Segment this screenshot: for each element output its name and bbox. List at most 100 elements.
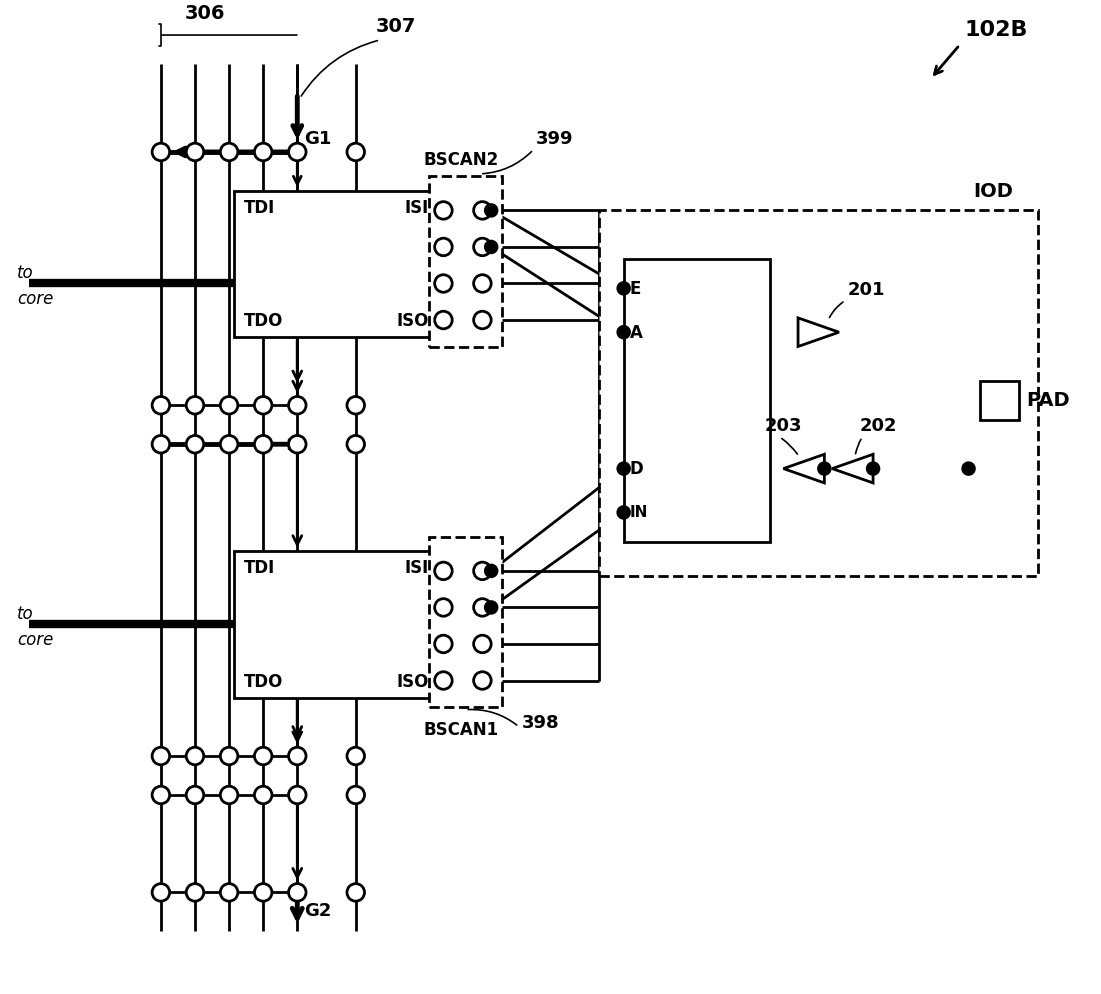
Circle shape (288, 747, 306, 765)
Circle shape (435, 635, 453, 653)
Circle shape (618, 327, 630, 338)
Bar (428, 177, 502, 347)
Circle shape (435, 598, 453, 616)
Text: BSCAN1: BSCAN1 (424, 721, 499, 740)
Circle shape (152, 397, 170, 414)
Circle shape (473, 239, 491, 256)
Circle shape (254, 397, 272, 414)
Circle shape (254, 143, 272, 161)
Circle shape (152, 884, 170, 902)
Circle shape (254, 786, 272, 804)
Circle shape (186, 786, 204, 804)
Circle shape (186, 747, 204, 765)
Circle shape (220, 884, 238, 902)
Circle shape (288, 397, 306, 414)
Circle shape (486, 601, 497, 613)
Circle shape (473, 275, 491, 292)
Circle shape (186, 435, 204, 453)
Circle shape (254, 884, 272, 902)
Circle shape (618, 283, 630, 294)
Bar (233, 191, 438, 337)
Circle shape (220, 435, 238, 453)
Circle shape (473, 635, 491, 653)
Text: 102B: 102B (964, 21, 1028, 41)
Circle shape (435, 672, 453, 690)
Bar (623, 259, 770, 542)
Circle shape (220, 747, 238, 765)
Text: A: A (630, 323, 642, 342)
Circle shape (868, 463, 879, 475)
Circle shape (435, 275, 453, 292)
Text: ISO: ISO (396, 672, 428, 691)
Text: PAD: PAD (1026, 392, 1069, 411)
Circle shape (486, 205, 497, 217)
Text: 202: 202 (860, 416, 897, 434)
Text: BSCAN2: BSCAN2 (424, 151, 499, 169)
Text: to: to (18, 604, 34, 622)
Circle shape (288, 143, 306, 161)
Circle shape (473, 202, 491, 220)
Text: 203: 203 (765, 416, 803, 434)
Circle shape (435, 202, 453, 220)
Circle shape (288, 435, 306, 453)
Text: TDO: TDO (243, 312, 283, 330)
Circle shape (486, 242, 497, 253)
Circle shape (186, 143, 204, 161)
Circle shape (618, 507, 630, 519)
Text: ISI: ISI (404, 559, 428, 577)
Circle shape (288, 786, 306, 804)
Circle shape (186, 884, 204, 902)
Circle shape (254, 747, 272, 765)
Circle shape (152, 435, 170, 453)
Text: E: E (630, 279, 641, 297)
Circle shape (288, 884, 306, 902)
Circle shape (473, 311, 491, 329)
Text: TDI: TDI (243, 559, 275, 577)
Text: IN: IN (630, 505, 647, 520)
Text: 307: 307 (375, 17, 415, 36)
Text: core: core (18, 631, 54, 649)
Text: to: to (18, 263, 34, 281)
Text: ISI: ISI (404, 199, 428, 217)
Circle shape (486, 566, 497, 577)
Circle shape (347, 786, 364, 804)
Text: 398: 398 (521, 714, 559, 732)
Circle shape (152, 786, 170, 804)
Circle shape (473, 598, 491, 616)
Text: TDI: TDI (243, 199, 275, 217)
Text: 399: 399 (536, 129, 574, 147)
Circle shape (347, 747, 364, 765)
Circle shape (152, 747, 170, 765)
Text: 201: 201 (848, 280, 885, 298)
Circle shape (220, 143, 238, 161)
Circle shape (473, 672, 491, 690)
Circle shape (347, 397, 364, 414)
Circle shape (152, 143, 170, 161)
Bar (599, 211, 1037, 576)
Circle shape (618, 463, 630, 475)
Circle shape (473, 563, 491, 580)
Circle shape (435, 311, 453, 329)
Circle shape (962, 463, 974, 475)
Text: G2: G2 (305, 902, 331, 919)
Circle shape (435, 563, 453, 580)
Text: TDO: TDO (243, 672, 283, 691)
Circle shape (435, 239, 453, 256)
Circle shape (254, 435, 272, 453)
Circle shape (347, 884, 364, 902)
Circle shape (818, 463, 830, 475)
Text: core: core (18, 290, 54, 308)
Bar (428, 537, 502, 708)
Circle shape (220, 786, 238, 804)
Circle shape (347, 143, 364, 161)
Text: G1: G1 (305, 129, 331, 147)
Circle shape (186, 397, 204, 414)
Bar (980, 382, 1018, 420)
Circle shape (347, 435, 364, 453)
Text: D: D (630, 460, 643, 478)
Circle shape (220, 397, 238, 414)
Bar (233, 552, 438, 698)
Text: IOD: IOD (973, 182, 1013, 201)
Text: ISO: ISO (396, 312, 428, 330)
Text: 306: 306 (185, 4, 225, 23)
